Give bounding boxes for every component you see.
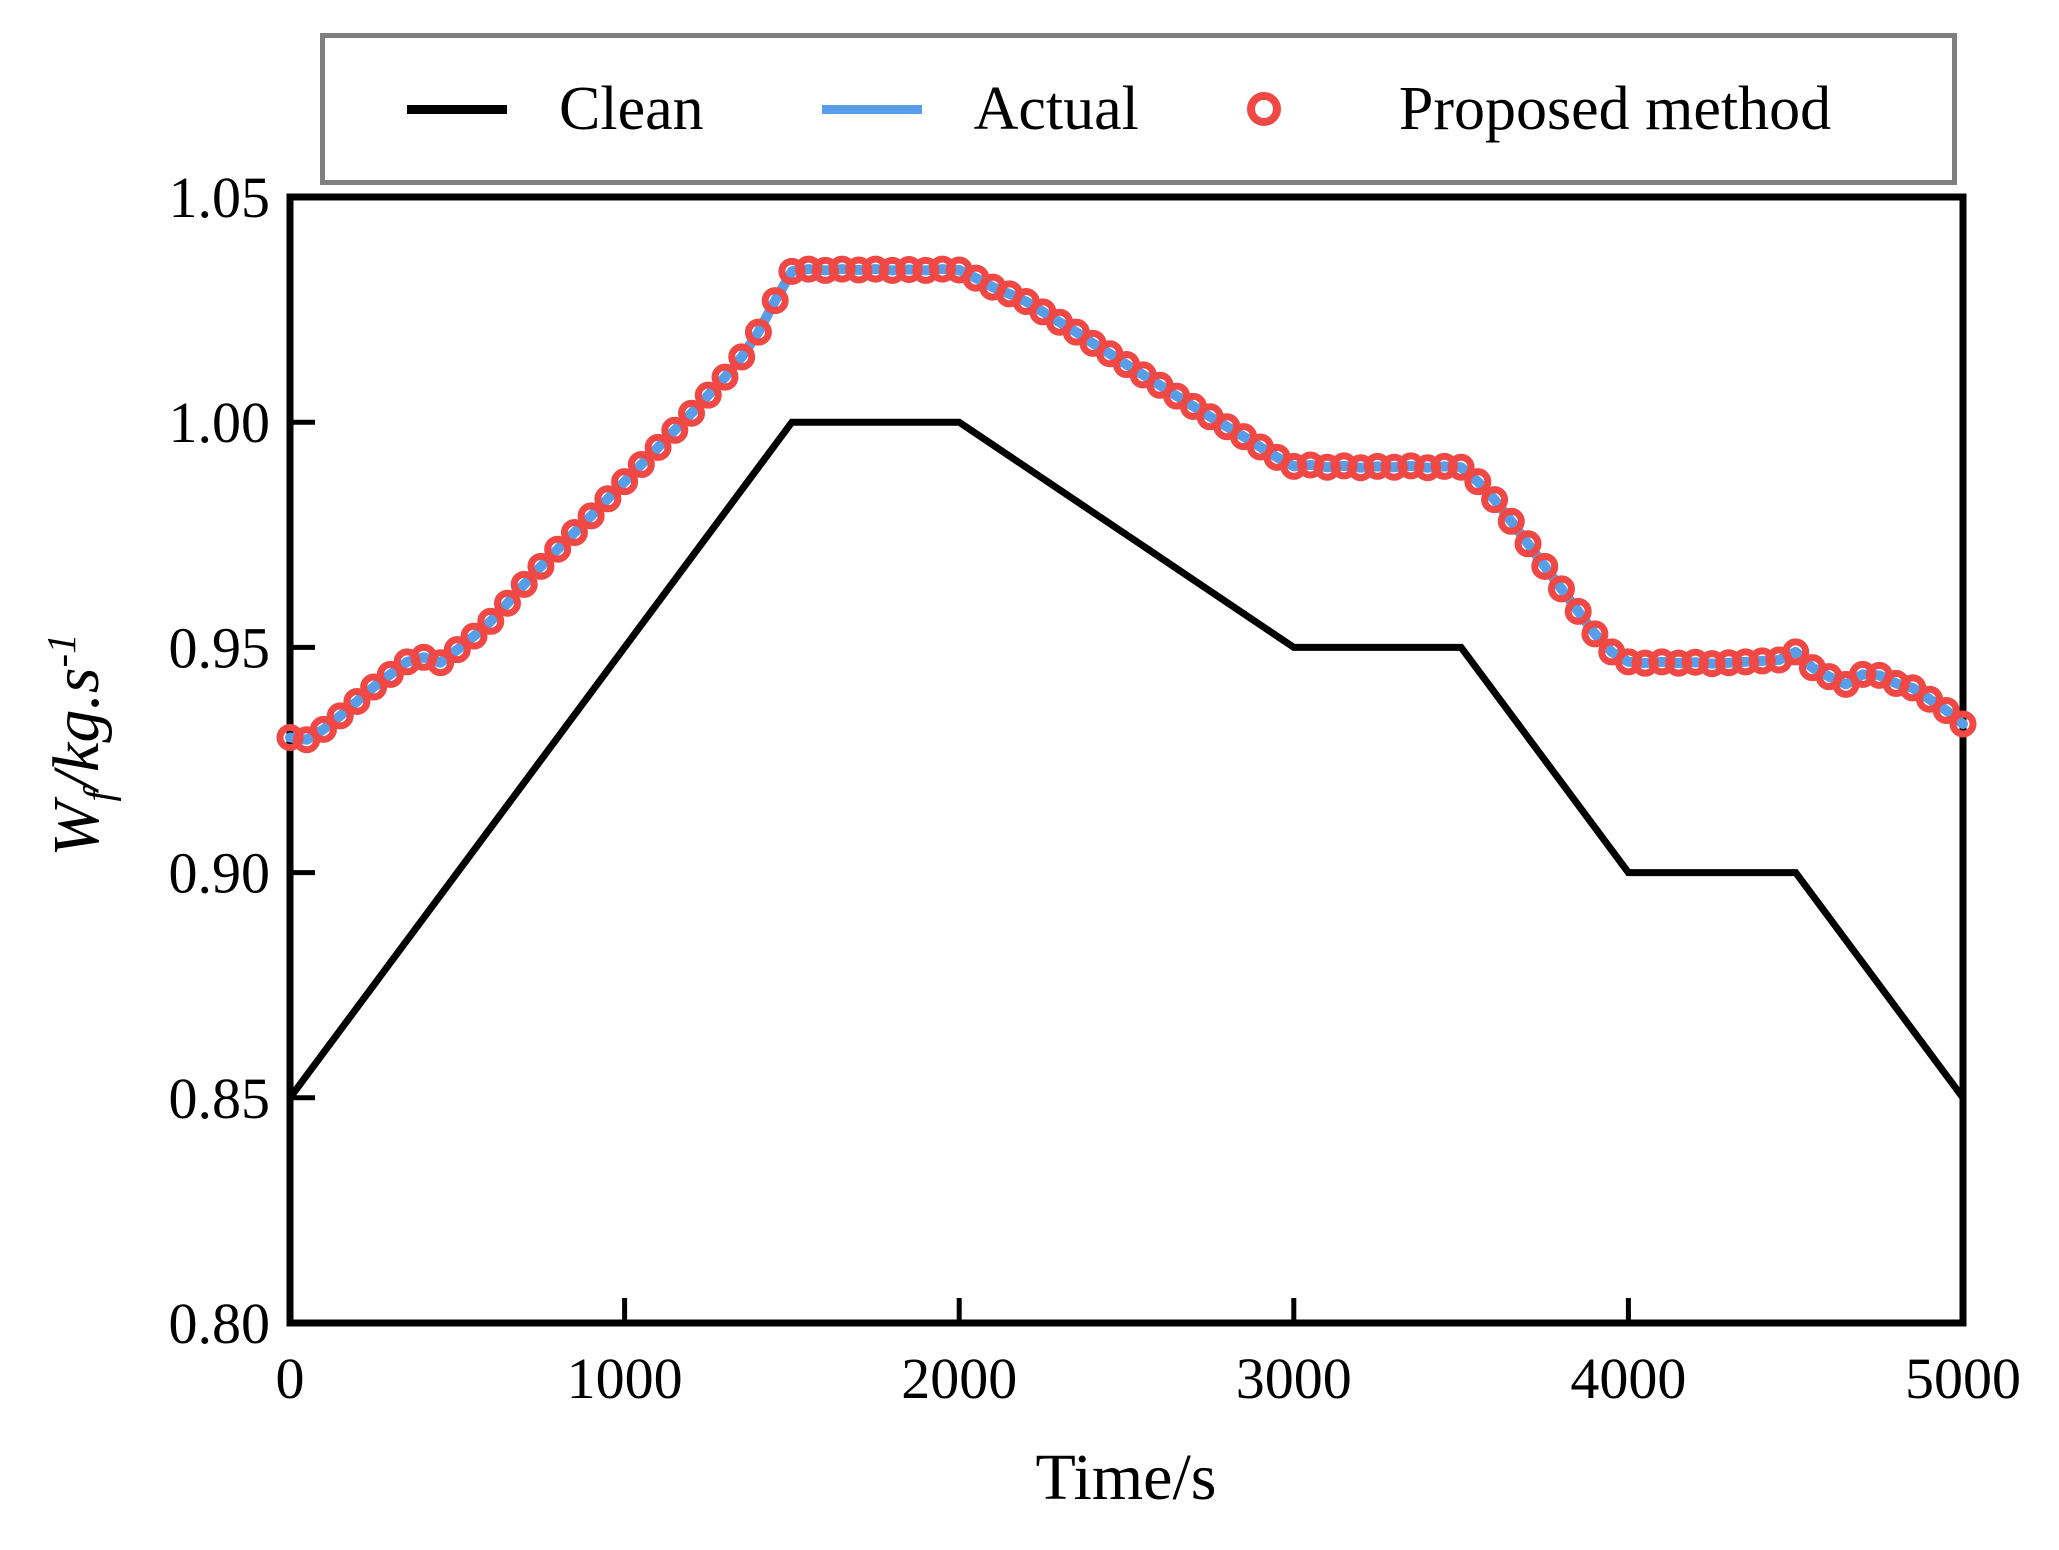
proposed-marker bbox=[1531, 552, 1559, 580]
clean-line-sample bbox=[407, 104, 507, 114]
legend-item-proposed: Proposed method bbox=[1246, 74, 1832, 145]
proposed-marker bbox=[744, 318, 772, 346]
y-tick-label: 1.05 bbox=[169, 165, 271, 230]
y-label-exponent: -1 bbox=[39, 633, 84, 668]
proposed-marker bbox=[510, 570, 538, 598]
proposed-marker bbox=[527, 552, 555, 580]
y-tick-label: 1.00 bbox=[169, 390, 271, 455]
actual-line bbox=[285, 264, 1968, 745]
proposed-marker bbox=[560, 519, 588, 547]
legend-label-actual: Actual bbox=[973, 74, 1139, 143]
y-label-subscript: f bbox=[76, 790, 122, 802]
proposed-marker bbox=[1782, 638, 1810, 666]
proposed-marker bbox=[611, 468, 639, 496]
y-axis-label: Wf/kg.s-1 bbox=[12, 345, 121, 1145]
proposed-marker bbox=[1464, 468, 1492, 496]
proposed-marker bbox=[661, 416, 689, 444]
x-tick-label: 3000 bbox=[1236, 1346, 1352, 1411]
y-tick-label: 0.80 bbox=[169, 1291, 271, 1356]
x-tick-label: 5000 bbox=[1905, 1346, 2021, 1411]
legend: Clean Actual Proposed method bbox=[320, 33, 1957, 185]
y-tick-label: 0.90 bbox=[169, 841, 271, 906]
y-label-unit: /kg.s bbox=[40, 667, 113, 791]
legend-item-actual: Actual bbox=[821, 74, 1139, 145]
proposed-marker bbox=[644, 433, 672, 461]
x-tick-label: 2000 bbox=[901, 1346, 1017, 1411]
proposed-marker bbox=[443, 636, 471, 664]
proposed-marker bbox=[326, 702, 354, 730]
proposed-marker bbox=[1514, 530, 1542, 558]
proposed-marker bbox=[627, 451, 655, 479]
x-tick-label: 1000 bbox=[567, 1346, 683, 1411]
proposed-marker bbox=[711, 363, 739, 391]
y-tick-label: 0.85 bbox=[169, 1066, 271, 1131]
proposed-marker bbox=[544, 535, 572, 563]
proposed-marker bbox=[594, 485, 622, 513]
proposed-marker bbox=[376, 660, 404, 688]
proposed-marker bbox=[1497, 507, 1525, 535]
proposed-marker bbox=[1581, 620, 1609, 648]
actual-line-sample bbox=[821, 104, 922, 114]
clean-line bbox=[287, 418, 1966, 1100]
legend-label-clean: Clean bbox=[559, 74, 704, 143]
proposed-marker bbox=[1547, 575, 1575, 603]
proposed-marker bbox=[1564, 597, 1592, 625]
proposed-marker bbox=[477, 607, 505, 635]
legend-label-proposed: Proposed method bbox=[1398, 74, 1832, 143]
y-label-symbol: W bbox=[40, 801, 113, 857]
proposed-marker bbox=[1932, 696, 1960, 724]
proposed-marker bbox=[694, 381, 722, 409]
proposed-marker bbox=[493, 589, 521, 617]
plot-frame bbox=[286, 193, 1967, 1327]
x-tick-label: 0 bbox=[276, 1346, 305, 1411]
proposed-marker bbox=[309, 715, 337, 743]
proposed-marker bbox=[577, 502, 605, 530]
proposed-marker bbox=[761, 287, 789, 315]
proposed-marker bbox=[728, 343, 756, 371]
x-axis-label: Time/s bbox=[1035, 1441, 1217, 1514]
proposed-marker bbox=[678, 399, 706, 427]
proposed-marker bbox=[427, 649, 455, 677]
y-tick-label: 0.95 bbox=[169, 615, 271, 680]
proposed-marker bbox=[1949, 710, 1977, 738]
proposed-marker bbox=[1447, 453, 1475, 481]
legend-item-clean: Clean bbox=[407, 74, 704, 145]
x-tick-label: 4000 bbox=[1570, 1346, 1686, 1411]
proposed-marker bbox=[360, 673, 388, 701]
proposed-marker-sample bbox=[1246, 92, 1281, 126]
proposed-marker bbox=[460, 622, 488, 650]
proposed-marker bbox=[1481, 486, 1509, 514]
proposed-marker bbox=[343, 687, 371, 715]
